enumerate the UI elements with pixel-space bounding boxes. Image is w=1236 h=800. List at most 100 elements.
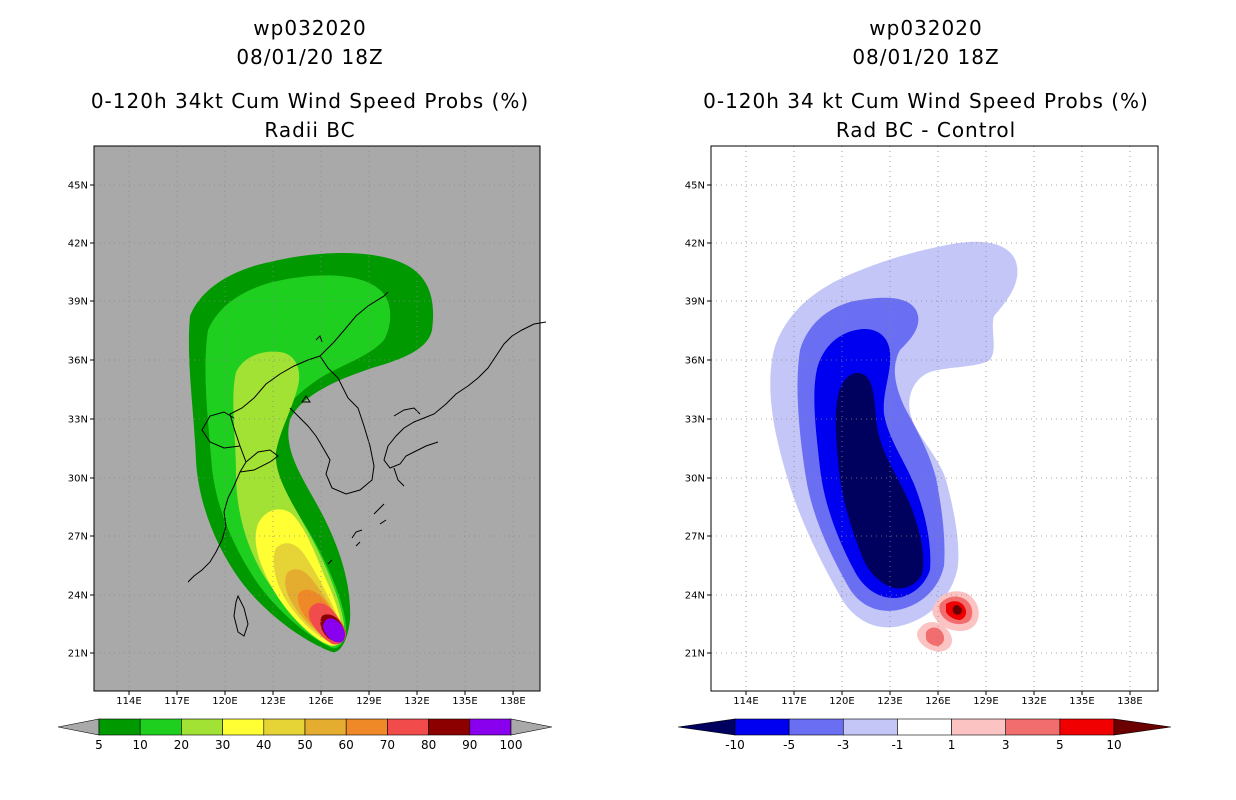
colorbar-segment (428, 718, 471, 736)
colorbar-segment (1059, 718, 1115, 736)
colorbar-segment (788, 718, 844, 736)
colorbar-level-label: 60 (339, 738, 354, 752)
colorbar-segment (304, 718, 347, 736)
lon-label: 138E (500, 696, 525, 707)
colorbar-segment (139, 718, 182, 736)
colorbar-segment (387, 718, 429, 736)
right-difference-shading (770, 241, 1018, 652)
left-lat-labels: 45N 42N 39N 36N 33N 30N 27N 24N 21N (68, 181, 94, 660)
colorbar-segment (181, 718, 223, 736)
right-map-panel: 45N 42N 39N 36N 33N 30N 27N 24N 21N 114E 117E 120E… (677, 145, 1172, 752)
lon-label: 120E (212, 696, 237, 707)
right-gridlines (711, 146, 1158, 691)
right-lat-labels: 45N 42N 39N 36N 33N 30N 27N 24N 21N (685, 181, 711, 660)
left-lon-labels: 114E 117E 120E 123E 126E 129E 132E 135E 138E (116, 691, 526, 707)
lat-label: 30N (68, 474, 88, 485)
right-band-minus10 (835, 372, 924, 589)
left-datetime: 08/01/20 18Z (236, 45, 384, 69)
right-storm-id: wp032020 (869, 16, 983, 40)
colorbar-segment (734, 718, 790, 736)
lat-label: 42N (685, 239, 705, 250)
left-colorbar: 5 10 20 30 40 50 60 70 80 90 100 (57, 718, 553, 752)
colorbar-level-label: 30 (215, 738, 230, 752)
colorbar-level-label: -1 (891, 738, 903, 752)
colorbar-segment (951, 718, 1007, 736)
lat-label: 33N (685, 415, 705, 426)
right-colorbar: -10 -5 -3 -1 1 3 5 10 (677, 718, 1172, 752)
colorbar-segment (345, 718, 388, 736)
lat-label: 33N (68, 415, 88, 426)
lon-label: 129E (356, 696, 381, 707)
lon-label: 126E (925, 696, 950, 707)
colorbar-segment (98, 718, 141, 736)
right-band-plus3-south (926, 627, 945, 646)
colorbar-level-label: -10 (725, 738, 745, 752)
colorbar-level-label: -5 (783, 738, 795, 752)
lon-label: 138E (1117, 696, 1142, 707)
lat-label: 45N (68, 181, 88, 192)
colorbar-level-label: 20 (174, 738, 189, 752)
left-band-90 (323, 618, 345, 643)
lat-label: 21N (68, 649, 88, 660)
right-subtitle: Rad BC - Control (835, 118, 1017, 142)
right-lon-labels: 114E 117E 120E 123E 126E 129E 132E 135E 138E (733, 691, 1143, 707)
lat-label: 27N (68, 532, 88, 543)
lon-label: 135E (452, 696, 477, 707)
lat-label: 39N (68, 297, 88, 308)
lon-label: 135E (1069, 696, 1094, 707)
lat-label: 24N (68, 591, 88, 602)
colorbar-segment (1005, 718, 1061, 736)
colorbar-segment (222, 718, 265, 736)
lat-label: 27N (685, 532, 705, 543)
lon-label: 132E (404, 696, 429, 707)
colorbar-level-label: 3 (1002, 738, 1010, 752)
right-band-plus10 (952, 605, 962, 615)
colorbar-level-label: -3 (837, 738, 849, 752)
lon-label: 132E (1021, 696, 1046, 707)
lon-label: 117E (781, 696, 806, 707)
lon-label: 120E (829, 696, 854, 707)
colorbar-level-label: 100 (500, 738, 523, 752)
colorbar-level-label: 70 (380, 738, 395, 752)
right-product-title: 0-120h 34 kt Cum Wind Speed Probs (%) (703, 89, 1149, 113)
left-map-panel: 45N 42N 39N 36N 33N 30N 27N 24N 21N 114E 117E 120E… (57, 145, 553, 752)
colorbar-high-arrow (510, 718, 553, 736)
colorbar-segment (897, 718, 952, 736)
lon-label: 126E (308, 696, 333, 707)
colorbar-high-arrow (1113, 718, 1172, 736)
lon-label: 123E (260, 696, 285, 707)
lon-label: 129E (973, 696, 998, 707)
lat-label: 30N (685, 474, 705, 485)
left-storm-id: wp032020 (253, 16, 367, 40)
colorbar-segment (263, 718, 306, 736)
colorbar-level-label: 40 (256, 738, 271, 752)
colorbar-level-label: 50 (297, 738, 312, 752)
colorbar-level-label: 90 (462, 738, 477, 752)
lat-label: 42N (68, 239, 88, 250)
lon-label: 123E (877, 696, 902, 707)
lat-label: 21N (685, 649, 705, 660)
colorbar-level-label: 5 (95, 738, 103, 752)
colorbar-level-label: 1 (948, 738, 956, 752)
colorbar-low-arrow (677, 718, 736, 736)
lat-label: 45N (685, 181, 705, 192)
right-datetime: 08/01/20 18Z (852, 45, 1000, 69)
left-subtitle: Radii BC (264, 118, 356, 142)
lat-label: 36N (685, 356, 705, 367)
lon-label: 114E (116, 696, 141, 707)
colorbar-level-label: 5 (1056, 738, 1064, 752)
colorbar-level-label: 80 (421, 738, 436, 752)
lon-label: 114E (733, 696, 758, 707)
colorbar-level-label: 10 (133, 738, 148, 752)
left-gridlines (94, 146, 540, 691)
colorbar-low-arrow (57, 718, 100, 736)
lat-label: 39N (685, 297, 705, 308)
colorbar-level-label: 10 (1106, 738, 1121, 752)
left-product-title: 0-120h 34kt Cum Wind Speed Probs (%) (90, 89, 530, 113)
colorbar-segment (469, 718, 512, 736)
lat-label: 24N (685, 591, 705, 602)
lon-label: 117E (164, 696, 189, 707)
lat-label: 36N (68, 356, 88, 367)
colorbar-segment (842, 718, 898, 736)
